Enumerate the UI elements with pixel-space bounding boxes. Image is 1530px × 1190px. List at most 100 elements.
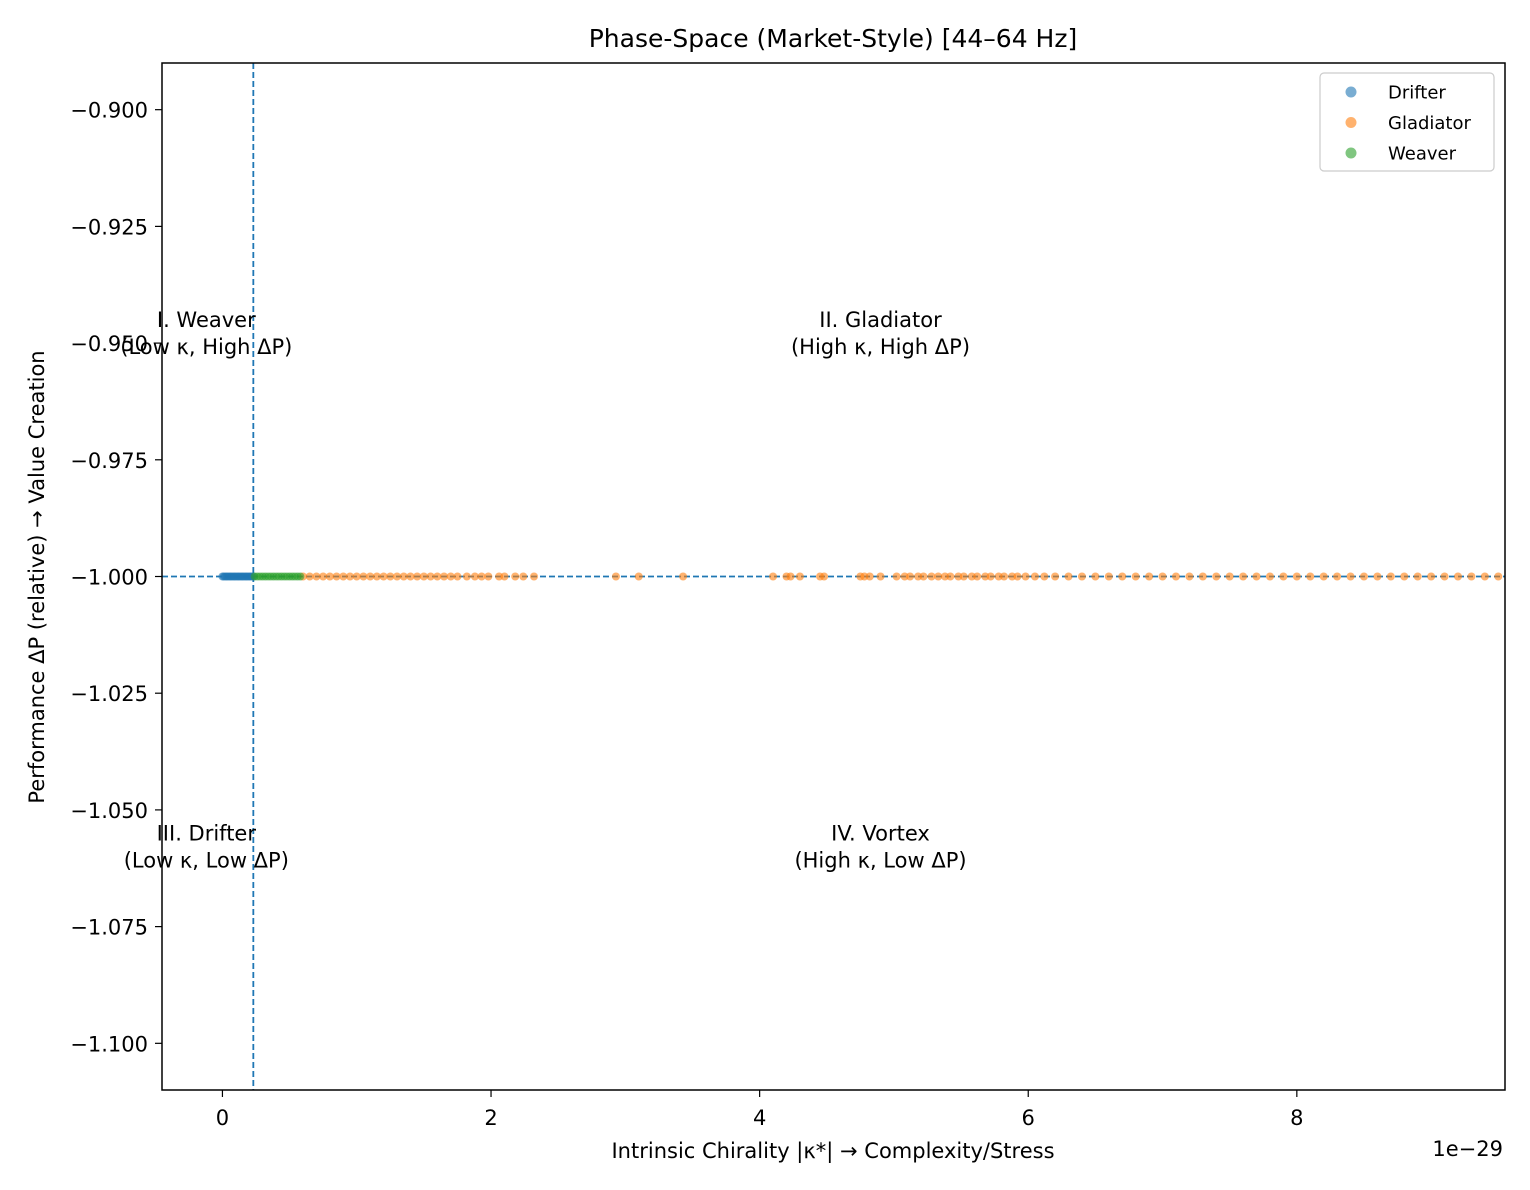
gladiator-point [1346, 572, 1355, 581]
gladiator-point [1091, 572, 1100, 581]
gladiator-point [1265, 572, 1274, 581]
gladiator-point [973, 572, 982, 581]
gladiator-point [1467, 572, 1476, 581]
gladiator-point [500, 572, 509, 581]
gladiator-point [352, 572, 361, 581]
gladiator-point [484, 572, 493, 581]
gladiator-point [359, 572, 368, 581]
gladiator-point [1212, 572, 1221, 581]
legend: Drifter Gladiator Weaver [1319, 72, 1495, 172]
y-tick-label: −0.925 [70, 215, 148, 239]
gladiator-point [795, 572, 804, 581]
gladiator-point [1480, 572, 1489, 581]
legend-box [1319, 72, 1495, 172]
gladiator-point [305, 572, 314, 581]
gladiator-point [470, 572, 479, 581]
gladiator-point [511, 572, 520, 581]
gladiator-point [1118, 572, 1127, 581]
gladiator-point [906, 572, 915, 581]
gladiator-point [406, 572, 415, 581]
gladiator-point [946, 572, 955, 581]
x-axis-label: Intrinsic Chirality |κ*| → Complexity/St… [611, 1139, 1054, 1164]
legend-label-weaver: Weaver [1388, 144, 1457, 165]
y-tick-label: −0.900 [70, 99, 148, 123]
x-tick-label: 0 [216, 1106, 229, 1130]
legend-label-drifter: Drifter [1388, 83, 1446, 104]
gladiator-point [319, 572, 328, 581]
gladiator-point [1494, 572, 1503, 581]
gladiator-point [462, 572, 471, 581]
gladiator-point [1225, 572, 1234, 581]
gladiator-point [927, 572, 936, 581]
gladiator-point [433, 572, 442, 581]
gladiator-point [399, 572, 408, 581]
gladiator-point [1064, 572, 1073, 581]
weaver-point [296, 572, 305, 581]
gladiator-point [892, 572, 901, 581]
gladiator-point [386, 572, 395, 581]
gladiator-point [1077, 572, 1086, 581]
gladiator-point [332, 572, 341, 581]
gladiator-point [786, 572, 795, 581]
gladiator-point [1333, 572, 1342, 581]
gladiator-point [876, 572, 885, 581]
gladiator-point [611, 572, 620, 581]
gladiator-point [1158, 572, 1167, 581]
gladiator-point [1306, 572, 1315, 581]
x-tick-label: 4 [753, 1106, 766, 1130]
gladiator-point [1198, 572, 1207, 581]
gladiator-point [1021, 572, 1030, 581]
gladiator-point [477, 572, 486, 581]
x-offset-label: 1e−29 [1432, 1137, 1503, 1161]
gladiator-point [919, 572, 928, 581]
y-tick-label: −0.950 [70, 332, 148, 356]
gladiator-point [446, 572, 455, 581]
gladiator-point [366, 572, 375, 581]
legend-marker-gladiator [1345, 117, 1357, 128]
quadrant-label: IV. Vortex (High κ, Low ΔP) [794, 821, 966, 872]
gladiator-point [1131, 572, 1140, 581]
gladiator-point [1104, 572, 1113, 581]
gladiator-point [1319, 572, 1328, 581]
gladiator-point [959, 572, 968, 581]
gladiator-point [986, 572, 995, 581]
quadrant-label: I. Weaver (Low κ, High ΔP) [120, 308, 292, 359]
gladiator-point [453, 572, 462, 581]
y-axis-label: Performance ΔP (relative) → Value Creati… [25, 350, 49, 803]
y-tick-label: −1.100 [70, 1032, 148, 1056]
gladiator-point [413, 572, 422, 581]
y-tick-label: −1.050 [70, 799, 148, 823]
gladiator-point [1013, 572, 1022, 581]
chart-title: Phase-Space (Market-Style) [44–64 Hz] [589, 24, 1078, 53]
gladiator-point [372, 572, 381, 581]
gladiator-point [312, 572, 321, 581]
gladiator-point [1051, 572, 1060, 581]
gladiator-point [1292, 572, 1301, 581]
gladiator-point [1252, 572, 1261, 581]
gladiator-point [634, 572, 643, 581]
y-tick-label: −1.025 [70, 682, 148, 706]
gladiator-point [820, 572, 829, 581]
x-tick-label: 6 [1022, 1106, 1035, 1130]
legend-label-gladiator: Gladiator [1388, 113, 1472, 134]
gladiator-point [1030, 572, 1039, 581]
gladiator-point [419, 572, 428, 581]
gladiator-point [1440, 572, 1449, 581]
gladiator-point [440, 572, 449, 581]
legend-marker-drifter [1345, 86, 1357, 98]
gladiator-point [346, 572, 355, 581]
gladiator-point [1040, 572, 1049, 581]
gladiator-point [393, 572, 402, 581]
gladiator-point [519, 572, 528, 581]
gladiator-point [769, 572, 778, 581]
gladiator-point [1359, 572, 1368, 581]
gladiator-point [679, 572, 688, 581]
y-tick-label: −0.975 [70, 449, 148, 473]
gladiator-point [1145, 572, 1154, 581]
gladiator-point [1171, 572, 1180, 581]
gladiator-point [1413, 572, 1422, 581]
gladiator-point [1400, 572, 1409, 581]
gladiator-point [1427, 572, 1436, 581]
gladiator-point [1386, 572, 1395, 581]
